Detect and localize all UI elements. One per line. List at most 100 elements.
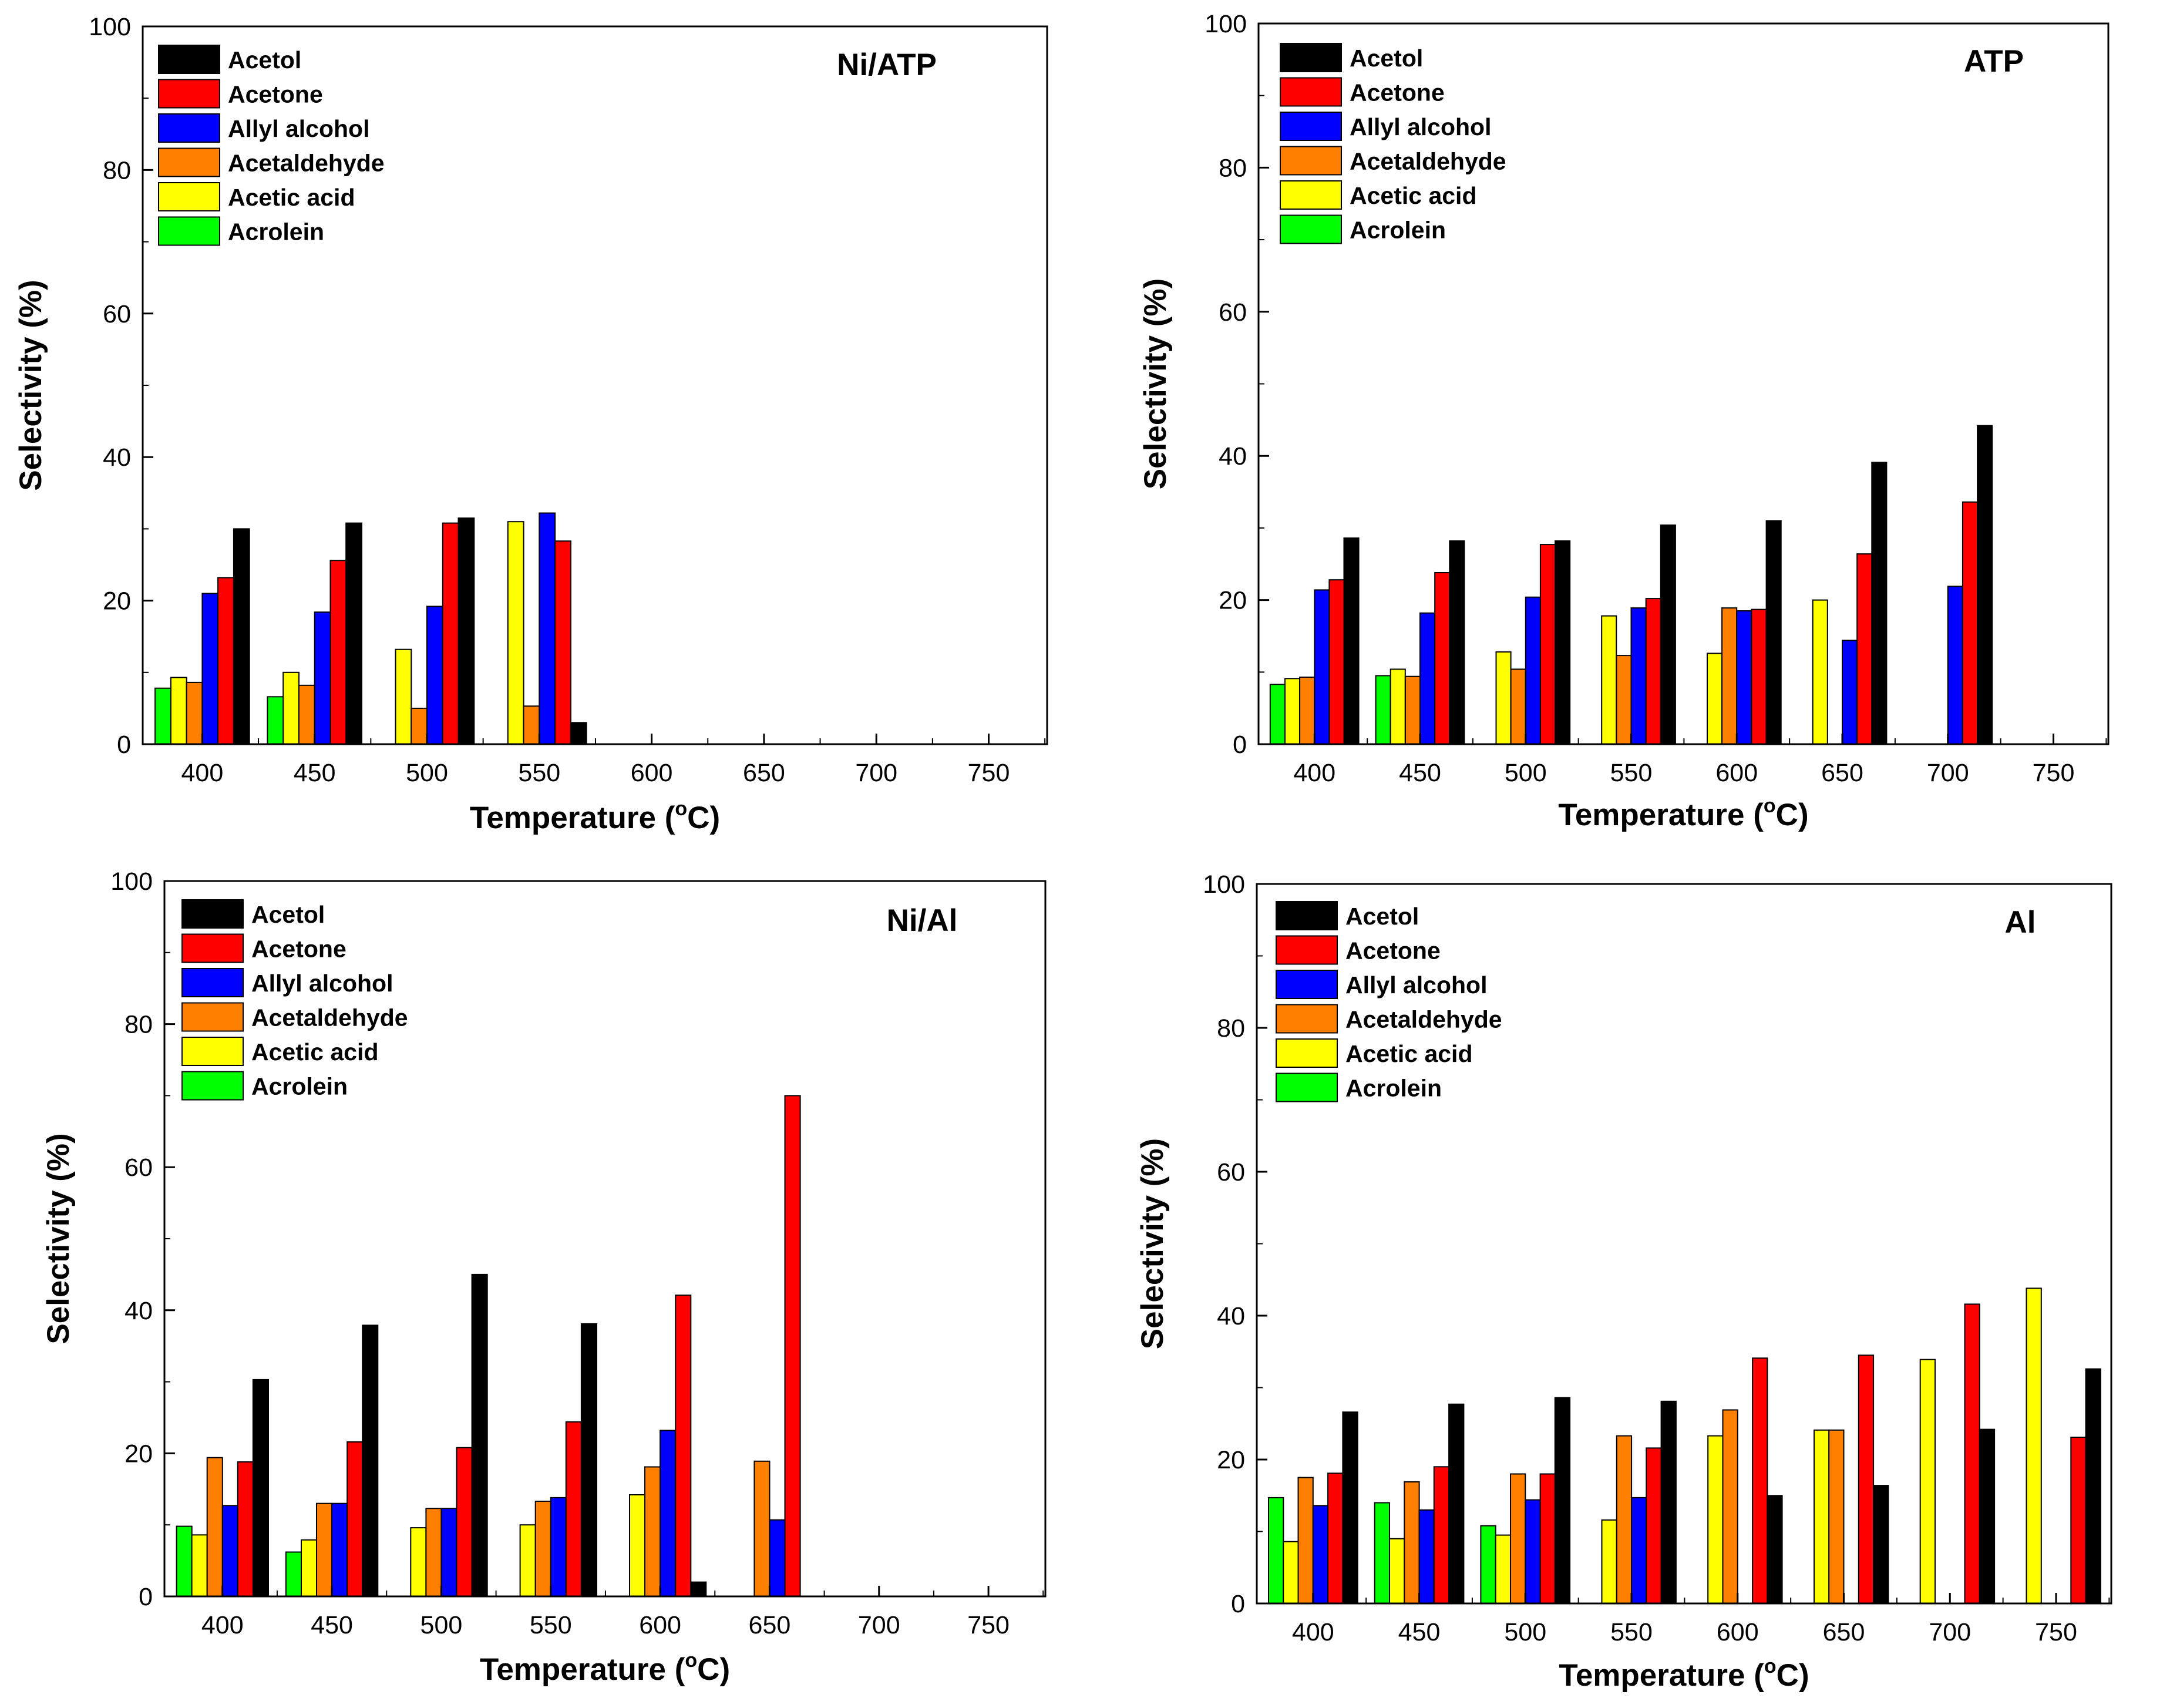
y-tick-label: 40 — [1217, 1302, 1245, 1330]
legend-label-acrolein: Acrolein — [1350, 217, 1446, 244]
legend-label-acrolein: Acrolein — [228, 218, 324, 246]
bar-acetic-acid-750 — [2026, 1287, 2042, 1604]
bar-acetic-acid-500 — [1495, 1534, 1511, 1605]
bar-acetol-450 — [1448, 1403, 1465, 1604]
bar-allyl-alcohol-450 — [314, 611, 331, 745]
bar-allyl-alcohol-550 — [1631, 1497, 1647, 1604]
bar-acrolein-500 — [1480, 1525, 1496, 1604]
chart-panel-atp: 0 20 40 60 80 100 400 450 500 550 600 650 700 750 Sele… — [1138, 10, 2110, 832]
bar-acetic-acid-500 — [410, 1527, 427, 1598]
bar-acetic-acid-450 — [282, 671, 300, 745]
bar-acetone-400 — [217, 577, 234, 745]
legend-label-acetaldehyde: Acetaldehyde — [228, 150, 385, 177]
x-tick-label: 600 — [639, 1611, 681, 1639]
legend-label-acrolein: Acrolein — [251, 1073, 348, 1100]
legend-swatch-acetol — [158, 45, 220, 74]
legend-label-acetaldehyde: Acetaldehyde — [1350, 148, 1506, 175]
bar-acetic-acid-500 — [1495, 651, 1512, 745]
bar-acetol-500 — [457, 517, 475, 745]
bar-acetone-550 — [1645, 598, 1661, 745]
x-tick-label: 750 — [2035, 1618, 2077, 1646]
y-tick-label: 60 — [125, 1154, 153, 1182]
bar-acetol-500 — [1555, 540, 1571, 745]
bar-acetone-500 — [1539, 1473, 1556, 1604]
legend-swatch-acetic-acid — [1280, 180, 1342, 210]
legend-swatch-acetic-acid — [181, 1037, 244, 1066]
legend: Acetol Acetone Allyl alcohol Acetaldehyde Ac… — [158, 45, 385, 246]
bar-acetone-550 — [1646, 1447, 1662, 1604]
x-tick-label: 500 — [1504, 1618, 1546, 1646]
bar-acetic-acid-400 — [191, 1534, 208, 1598]
x-tick-label: 750 — [968, 759, 1010, 787]
bar-acetol-450 — [362, 1324, 379, 1597]
x-axis-title-main: Temperature ( — [1558, 798, 1764, 832]
x-tick-label: 650 — [1823, 1618, 1865, 1646]
bar-acetic-acid-450 — [301, 1539, 318, 1598]
legend: Acetol Acetone Allyl alcohol Acetaldehyde Ac… — [1276, 901, 1502, 1102]
bar-acetol-700 — [1979, 1428, 1996, 1605]
x-axis-title-degree: o — [685, 1649, 697, 1672]
y-tick-label: 20 — [103, 587, 131, 616]
legend-swatch-acrolein — [181, 1071, 244, 1101]
x-axis: 400 450 500 550 600 650 700 750 — [1293, 734, 2107, 787]
legend-swatch-acetol — [181, 899, 244, 929]
bar-acetaldehyde-400 — [1297, 1477, 1314, 1605]
bar-allyl-alcohol-400 — [201, 593, 219, 745]
bar-allyl-alcohol-500 — [426, 606, 443, 745]
bar-acetone-750 — [2070, 1437, 2087, 1604]
x-axis-title-unit: C) — [1777, 1658, 1809, 1693]
y-tick-label: 20 — [1219, 587, 1247, 615]
bar-acrolein-450 — [1374, 1502, 1390, 1604]
bar-allyl-alcohol-400 — [221, 1505, 238, 1598]
bar-acetol-500 — [471, 1273, 488, 1597]
x-tick-label: 700 — [1929, 1618, 1971, 1646]
legend-swatch-allyl-alcohol — [158, 113, 220, 143]
bar-acetic-acid-550 — [507, 521, 524, 745]
bar-acetaldehyde-450 — [1404, 675, 1421, 745]
bar-acetone-400 — [1327, 1472, 1344, 1605]
bar-acetone-650 — [1858, 1354, 1875, 1604]
panel-title: Al — [2005, 905, 2036, 940]
x-tick-label: 600 — [631, 759, 673, 787]
legend-label-allyl-alcohol: Allyl alcohol — [1345, 971, 1488, 998]
panel-title: ATP — [1964, 44, 2024, 79]
x-tick-label: 750 — [2033, 759, 2075, 787]
bars — [1268, 1287, 2101, 1605]
y-axis: 0 20 40 60 80 100 — [110, 868, 175, 1611]
legend-label-acetic-acid: Acetic acid — [251, 1038, 379, 1065]
bar-acetone-450 — [1433, 1466, 1450, 1605]
legend-swatch-acrolein — [1276, 1072, 1338, 1102]
y-axis: 0 20 40 60 80 100 — [89, 13, 153, 759]
bar-acrolein-400 — [1268, 1497, 1284, 1604]
legend-label-acetone: Acetone — [1345, 937, 1441, 964]
legend-swatch-acrolein — [1280, 214, 1342, 244]
bar-allyl-alcohol-450 — [331, 1502, 348, 1597]
x-tick-label: 700 — [855, 759, 897, 787]
legend-swatch-acetaldehyde — [158, 147, 220, 177]
x-axis-title-main: Temperature ( — [470, 801, 675, 835]
y-tick-label: 20 — [125, 1440, 153, 1468]
bar-acetaldehyde-450 — [316, 1502, 333, 1597]
bar-acetic-acid-700 — [1919, 1359, 1936, 1604]
bar-acetic-acid-600 — [1707, 1435, 1724, 1605]
x-axis-title-degree: o — [1764, 1655, 1777, 1677]
bar-acetaldehyde-650 — [1828, 1429, 1845, 1605]
bar-acetol-400 — [252, 1378, 269, 1597]
y-tick-label: 0 — [1231, 1590, 1245, 1618]
x-tick-label: 550 — [518, 759, 560, 787]
legend-label-acetic-acid: Acetic acid — [1345, 1040, 1473, 1067]
bar-allyl-alcohol-600 — [660, 1430, 677, 1597]
x-axis-title-degree: o — [1764, 795, 1776, 817]
bar-acetic-acid-550 — [519, 1524, 536, 1597]
bar-acetic-acid-400 — [1283, 1541, 1299, 1604]
bar-acetol-400 — [233, 528, 250, 745]
y-tick-label: 0 — [1233, 731, 1247, 759]
legend-swatch-acetaldehyde — [1280, 146, 1342, 176]
x-tick-label: 750 — [967, 1611, 1010, 1639]
legend-swatch-allyl-alcohol — [1276, 970, 1338, 999]
bar-allyl-alcohol-600 — [1736, 610, 1752, 745]
bar-acetic-acid-500 — [395, 648, 412, 745]
legend-label-acetol: Acetol — [251, 901, 325, 928]
x-tick-label: 550 — [1610, 1618, 1653, 1646]
